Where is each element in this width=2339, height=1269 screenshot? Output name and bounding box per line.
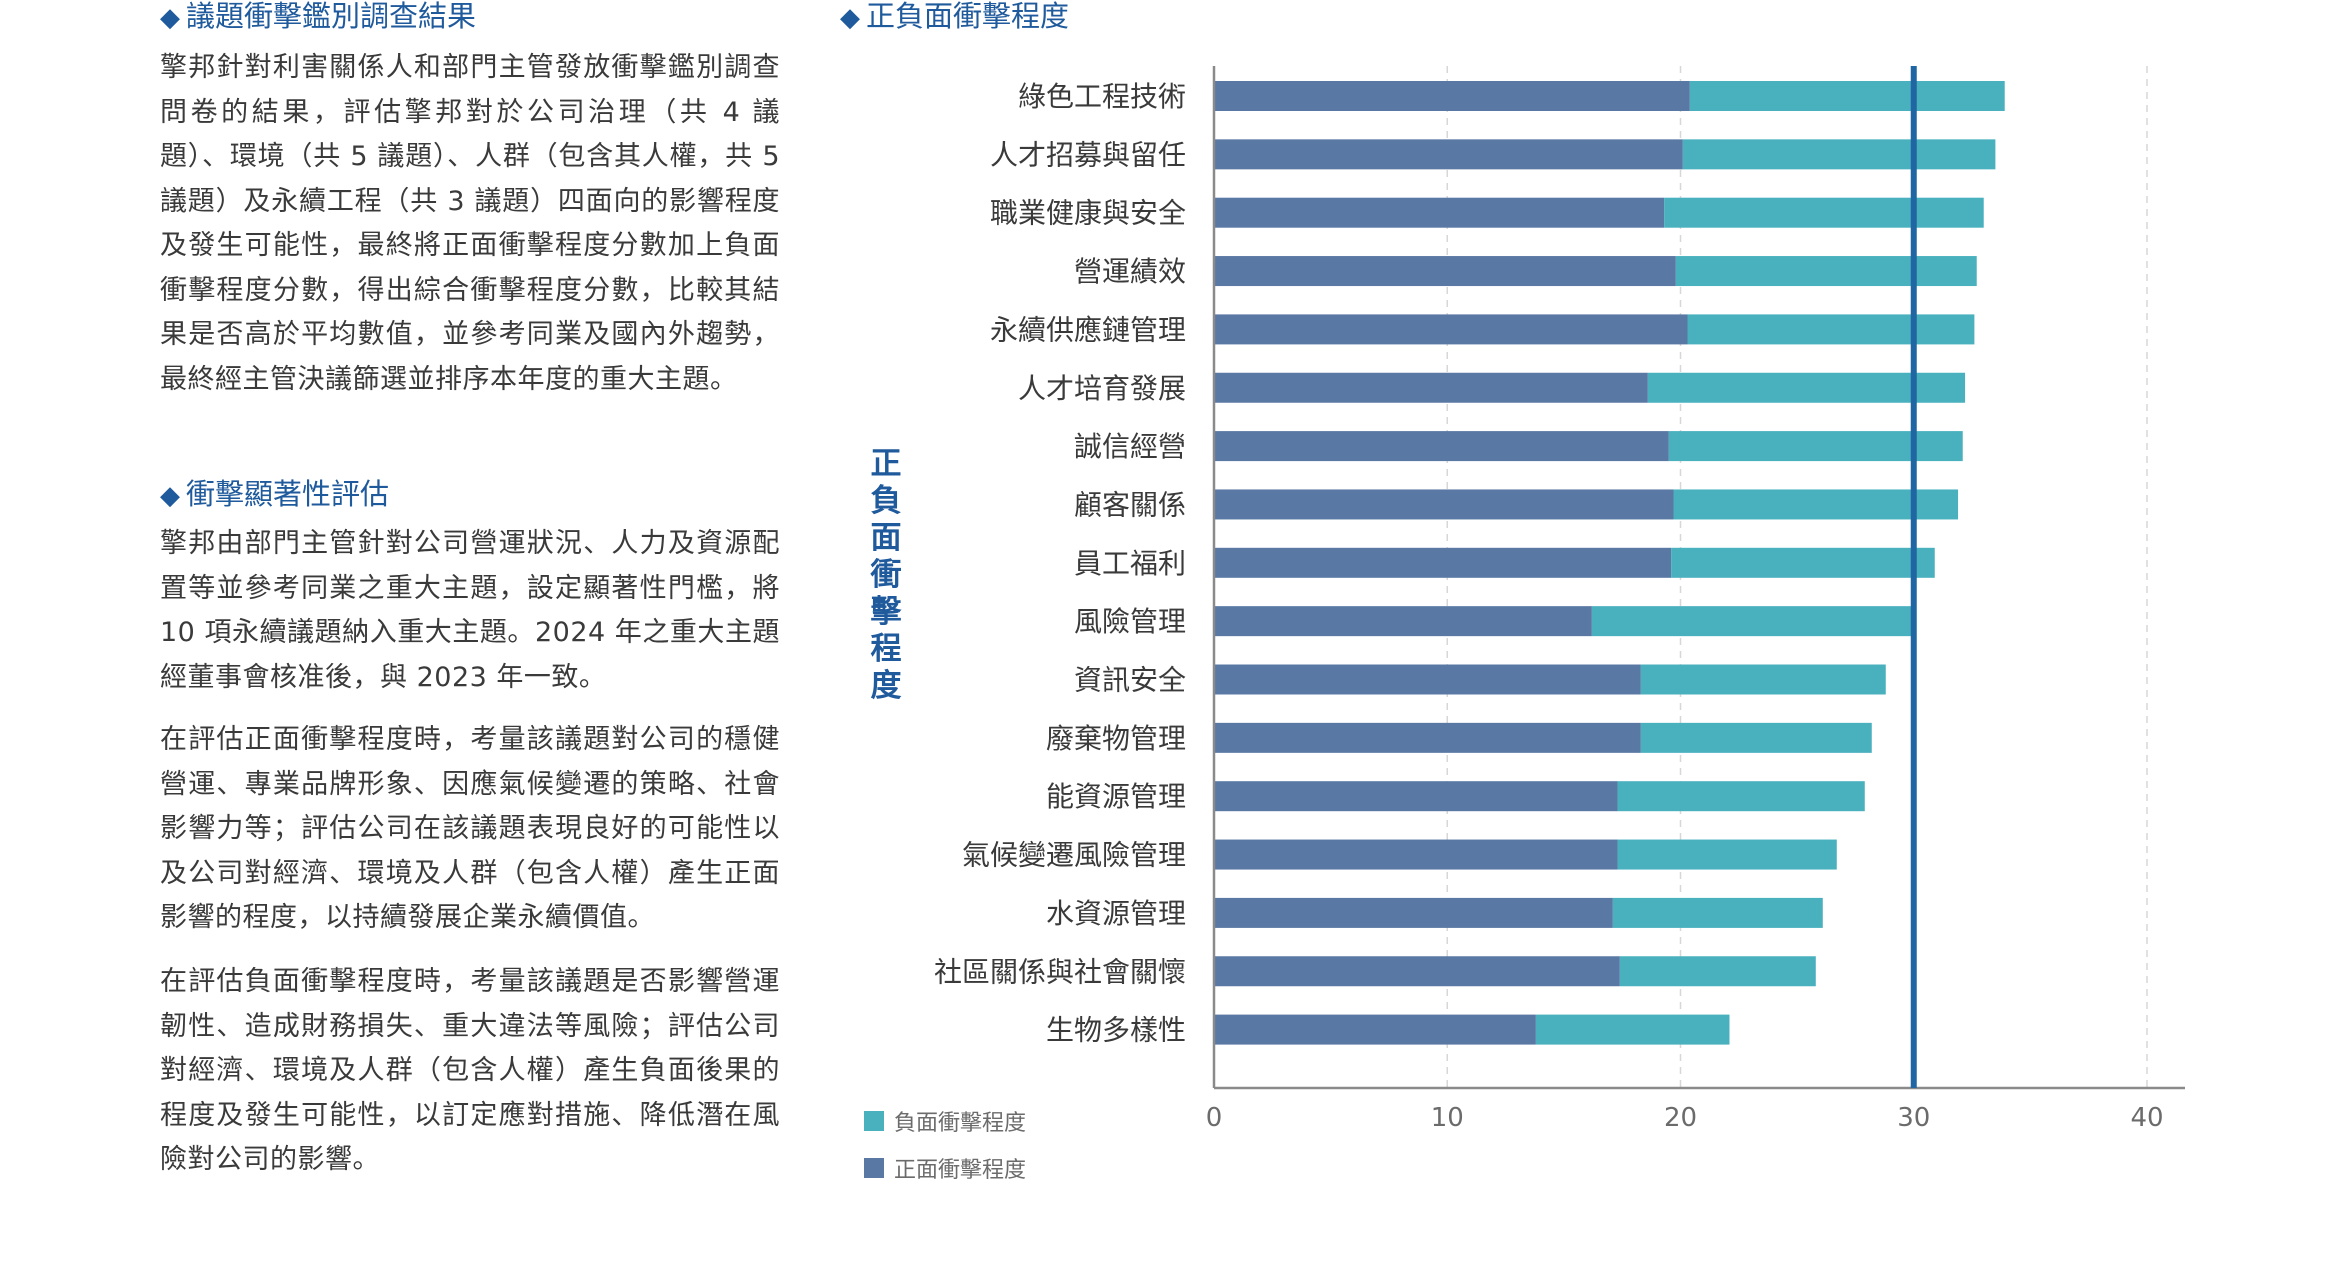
bar-positive-8	[1214, 547, 1672, 578]
bar-negative-11	[1640, 722, 1872, 753]
legend-label-negative: 負面衝擊程度	[894, 1111, 1027, 1136]
bar-positive-11	[1214, 722, 1641, 753]
category-label-6: 誠信經營	[1074, 430, 1186, 463]
diamond-bullet-icon: ◆	[840, 3, 860, 33]
y-axis-title-char: 度	[870, 668, 902, 704]
significance-paragraph-1: 擎邦由部門主管針對公司營運狀況、人力及資源配置等並參考同業之重大主題，設定顯著性…	[160, 528, 780, 693]
significance-paragraph-3: 在評估負面衝擊程度時，考量該議題是否影響營運韌性、造成財務損失、重大違法等風險；…	[160, 966, 780, 1175]
diamond-bullet-icon: ◆	[160, 481, 180, 511]
category-label-1: 人才招募與留任	[990, 138, 1186, 171]
legend-label-positive: 正面衝擊程度	[894, 1158, 1027, 1183]
section-heading-impact-survey: ◆ 議題衝擊鑑別調查結果	[160, 0, 477, 33]
x-tick-label-20: 20	[1664, 1103, 1697, 1133]
category-label-3: 營運績效	[1074, 255, 1186, 288]
bar-positive-9	[1214, 606, 1592, 637]
bar-negative-0	[1689, 81, 2005, 111]
bar-positive-1	[1214, 139, 1683, 170]
bar-positive-14	[1214, 897, 1613, 928]
bar-positive-4	[1214, 314, 1688, 345]
bar-positive-3	[1214, 256, 1676, 287]
x-tick-label-30: 30	[1897, 1103, 1930, 1133]
bar-negative-15	[1619, 956, 1816, 987]
x-tick-label-10: 10	[1431, 1103, 1464, 1133]
category-label-10: 資訊安全	[1074, 664, 1186, 697]
category-label-13: 氣候變遷風險管理	[962, 839, 1186, 872]
category-label-15: 社區關係與社會關懷	[934, 955, 1186, 988]
bar-positive-13	[1214, 839, 1618, 870]
bar-positive-15	[1214, 956, 1620, 987]
bar-negative-12	[1617, 781, 1865, 812]
category-label-14: 水資源管理	[1046, 897, 1186, 930]
bar-positive-12	[1214, 781, 1618, 812]
legend-item-positive: 正面衝擊程度	[864, 1156, 1026, 1183]
category-label-8: 員工福利	[1074, 547, 1186, 580]
category-label-0: 綠色工程技術	[1018, 80, 1186, 113]
legend-swatch-positive	[864, 1158, 884, 1178]
bar-negative-9	[1591, 606, 1914, 637]
chart-y-axis-title: 正負面衝擊程度	[868, 446, 904, 705]
bar-negative-2	[1664, 197, 1984, 228]
category-label-12: 能資源管理	[1046, 780, 1186, 813]
legend-swatch-negative	[864, 1111, 884, 1131]
chart-heading: ◆ 正負面衝擊程度	[840, 0, 1070, 33]
category-label-11: 廢棄物管理	[1046, 722, 1186, 755]
bar-positive-5	[1214, 372, 1648, 403]
bar-negative-4	[1687, 314, 1975, 345]
bar-negative-16	[1535, 1014, 1730, 1045]
category-label-7: 顧客關係	[1074, 488, 1186, 521]
bar-positive-2	[1214, 197, 1665, 228]
y-axis-title-char: 面	[870, 520, 902, 556]
category-label-16: 生物多樣性	[1046, 1014, 1186, 1047]
bar-negative-3	[1675, 256, 1977, 287]
bar-negative-10	[1640, 664, 1886, 695]
category-label-4: 永續供應鏈管理	[990, 313, 1186, 346]
y-axis-title-char: 程	[870, 631, 902, 667]
x-tick-label-0: 0	[1206, 1103, 1223, 1133]
impact-survey-paragraph: 擎邦針對利害關係人和部門主管發放衝擊鑑別調查問卷的結果，評估擎邦對於公司治理（共…	[160, 52, 780, 395]
bar-positive-6	[1214, 431, 1669, 462]
y-axis-title-char: 負	[870, 483, 902, 519]
legend-item-negative: 負面衝擊程度	[864, 1109, 1026, 1136]
bar-positive-0	[1214, 81, 1690, 111]
y-axis-title-char: 衝	[870, 557, 902, 593]
section-heading-significance: ◆ 衝擊顯著性評估	[160, 477, 390, 511]
x-tick-label-40: 40	[2130, 1103, 2163, 1133]
bar-negative-5	[1647, 372, 1966, 403]
category-label-5: 人才培育發展	[1018, 372, 1186, 405]
bar-positive-10	[1214, 664, 1641, 695]
bar-negative-13	[1617, 839, 1837, 870]
category-label-9: 風險管理	[1074, 605, 1186, 638]
y-axis-title-char: 擊	[870, 594, 902, 630]
category-label-2: 職業健康與安全	[990, 197, 1186, 230]
bar-negative-7	[1673, 489, 1959, 520]
bar-positive-16	[1214, 1014, 1536, 1045]
bar-negative-8	[1671, 547, 1935, 578]
bar-negative-14	[1612, 897, 1823, 928]
bar-positive-7	[1214, 489, 1674, 520]
bar-negative-1	[1682, 139, 1996, 170]
y-axis-title-char: 正	[870, 446, 902, 482]
diamond-bullet-icon: ◆	[160, 3, 180, 33]
bar-negative-6	[1668, 431, 1963, 462]
significance-paragraph-2: 在評估正面衝擊程度時，考量該議題對公司的穩健營運、專業品牌形象、因應氣候變遷的策…	[160, 724, 780, 933]
